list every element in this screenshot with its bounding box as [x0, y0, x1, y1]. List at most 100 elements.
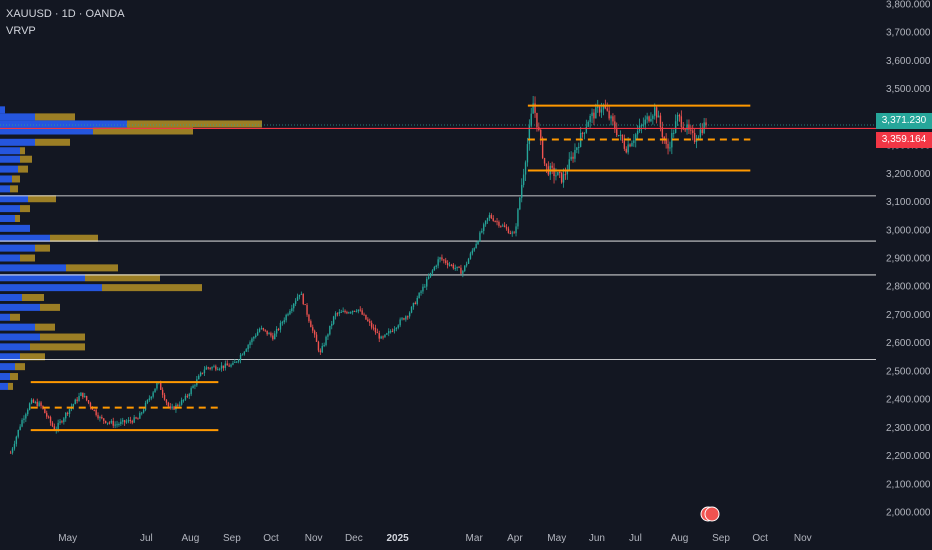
candle-body: [217, 369, 219, 371]
candle-body: [53, 426, 56, 431]
candle-body: [540, 130, 542, 139]
candle-body: [530, 113, 532, 126]
candle-body: [443, 259, 445, 261]
candle-body: [617, 135, 620, 137]
candle-body: [167, 402, 170, 407]
candle-body: [239, 354, 242, 360]
candle-body: [249, 342, 251, 346]
candle-body: [614, 121, 616, 130]
candle-body: [93, 409, 95, 411]
y-tick-label: 3,600.000: [886, 56, 931, 67]
symbol-title: XAUUSD · 1D · OANDA: [6, 8, 125, 20]
candle-body: [678, 114, 681, 117]
profile-up-bar: [0, 224, 30, 232]
profile-down-bar: [30, 343, 85, 351]
candle-body: [395, 327, 398, 330]
candle-body: [705, 122, 707, 126]
candle-body: [310, 321, 312, 328]
candle-body: [160, 382, 162, 390]
candle-body: [344, 310, 346, 313]
profile-down-bar: [40, 333, 85, 341]
candle-body: [321, 346, 323, 353]
candle-body: [150, 396, 152, 399]
candle-body: [304, 304, 306, 306]
candle-body: [46, 413, 48, 417]
candle-body: [220, 365, 223, 369]
candle-body: [38, 402, 40, 407]
candle-body: [61, 421, 63, 423]
candle-body: [194, 385, 196, 387]
candle-body: [465, 263, 468, 266]
candle-body: [559, 172, 561, 174]
profile-up-bar: [0, 353, 20, 361]
x-tick-label: May: [58, 533, 77, 544]
candle-body: [690, 129, 692, 131]
profile-down-bar: [18, 165, 28, 173]
candle-body: [334, 313, 337, 317]
candle-body: [674, 121, 677, 133]
candle-body: [703, 122, 705, 134]
candle-body: [268, 333, 270, 335]
candle-body: [619, 134, 622, 136]
candle-body: [399, 319, 401, 326]
x-tick-label: Jul: [140, 533, 153, 544]
candle-body: [312, 327, 314, 331]
x-tick-label: 2025: [387, 533, 410, 544]
candle-body: [139, 413, 141, 419]
candle-body: [65, 412, 67, 419]
candle-body: [207, 367, 209, 369]
candle-body: [370, 322, 373, 328]
candle-body: [555, 175, 557, 177]
candle-body: [521, 184, 523, 198]
profile-down-bar: [50, 234, 98, 242]
x-tick-label: Sep: [223, 533, 241, 544]
candle-body: [338, 312, 341, 314]
profile-down-bar: [127, 120, 262, 128]
y-tick-label: 2,500.000: [886, 366, 931, 377]
candle-body: [378, 333, 380, 339]
candle-body: [353, 310, 356, 312]
candle-body: [186, 395, 189, 397]
candle-body: [277, 328, 280, 330]
candle-body: [524, 162, 527, 175]
candle-body: [182, 399, 185, 401]
candle-body: [59, 421, 61, 423]
x-tick-label: Nov: [794, 533, 812, 544]
candle-body: [23, 418, 25, 420]
profile-up-bar: [0, 294, 22, 302]
candle-body: [213, 366, 215, 368]
candle-body: [564, 174, 567, 176]
candle-body: [131, 421, 133, 423]
indicator-label[interactable]: VRVP: [6, 25, 36, 37]
candle-body: [112, 420, 114, 426]
x-tick-label: Oct: [752, 533, 768, 544]
candle-body: [245, 349, 247, 352]
candle-body: [671, 133, 673, 148]
profile-up-bar: [0, 343, 30, 351]
candle-body: [566, 170, 569, 175]
profile-down-bar: [93, 127, 193, 135]
candle-body: [133, 417, 135, 423]
candle-body: [602, 105, 605, 110]
candle-body: [483, 224, 485, 231]
candle-body: [589, 115, 591, 122]
candle-body: [528, 125, 531, 145]
x-tick-label: Jun: [589, 533, 605, 544]
candle-body: [85, 395, 88, 401]
x-tick-label: Sep: [712, 533, 730, 544]
candle-body: [570, 156, 572, 160]
candle-body: [439, 257, 441, 260]
candle-body: [355, 311, 358, 313]
candle-body: [331, 323, 333, 326]
candle-body: [255, 335, 257, 338]
candle-body: [372, 327, 375, 329]
candle-body: [572, 156, 574, 159]
candle-body: [163, 394, 166, 400]
candle-body: [503, 225, 506, 228]
candle-body: [141, 412, 143, 414]
candle-body: [384, 334, 386, 338]
candle-body: [243, 351, 246, 355]
candle-body: [492, 218, 494, 221]
candle-body: [661, 127, 664, 137]
